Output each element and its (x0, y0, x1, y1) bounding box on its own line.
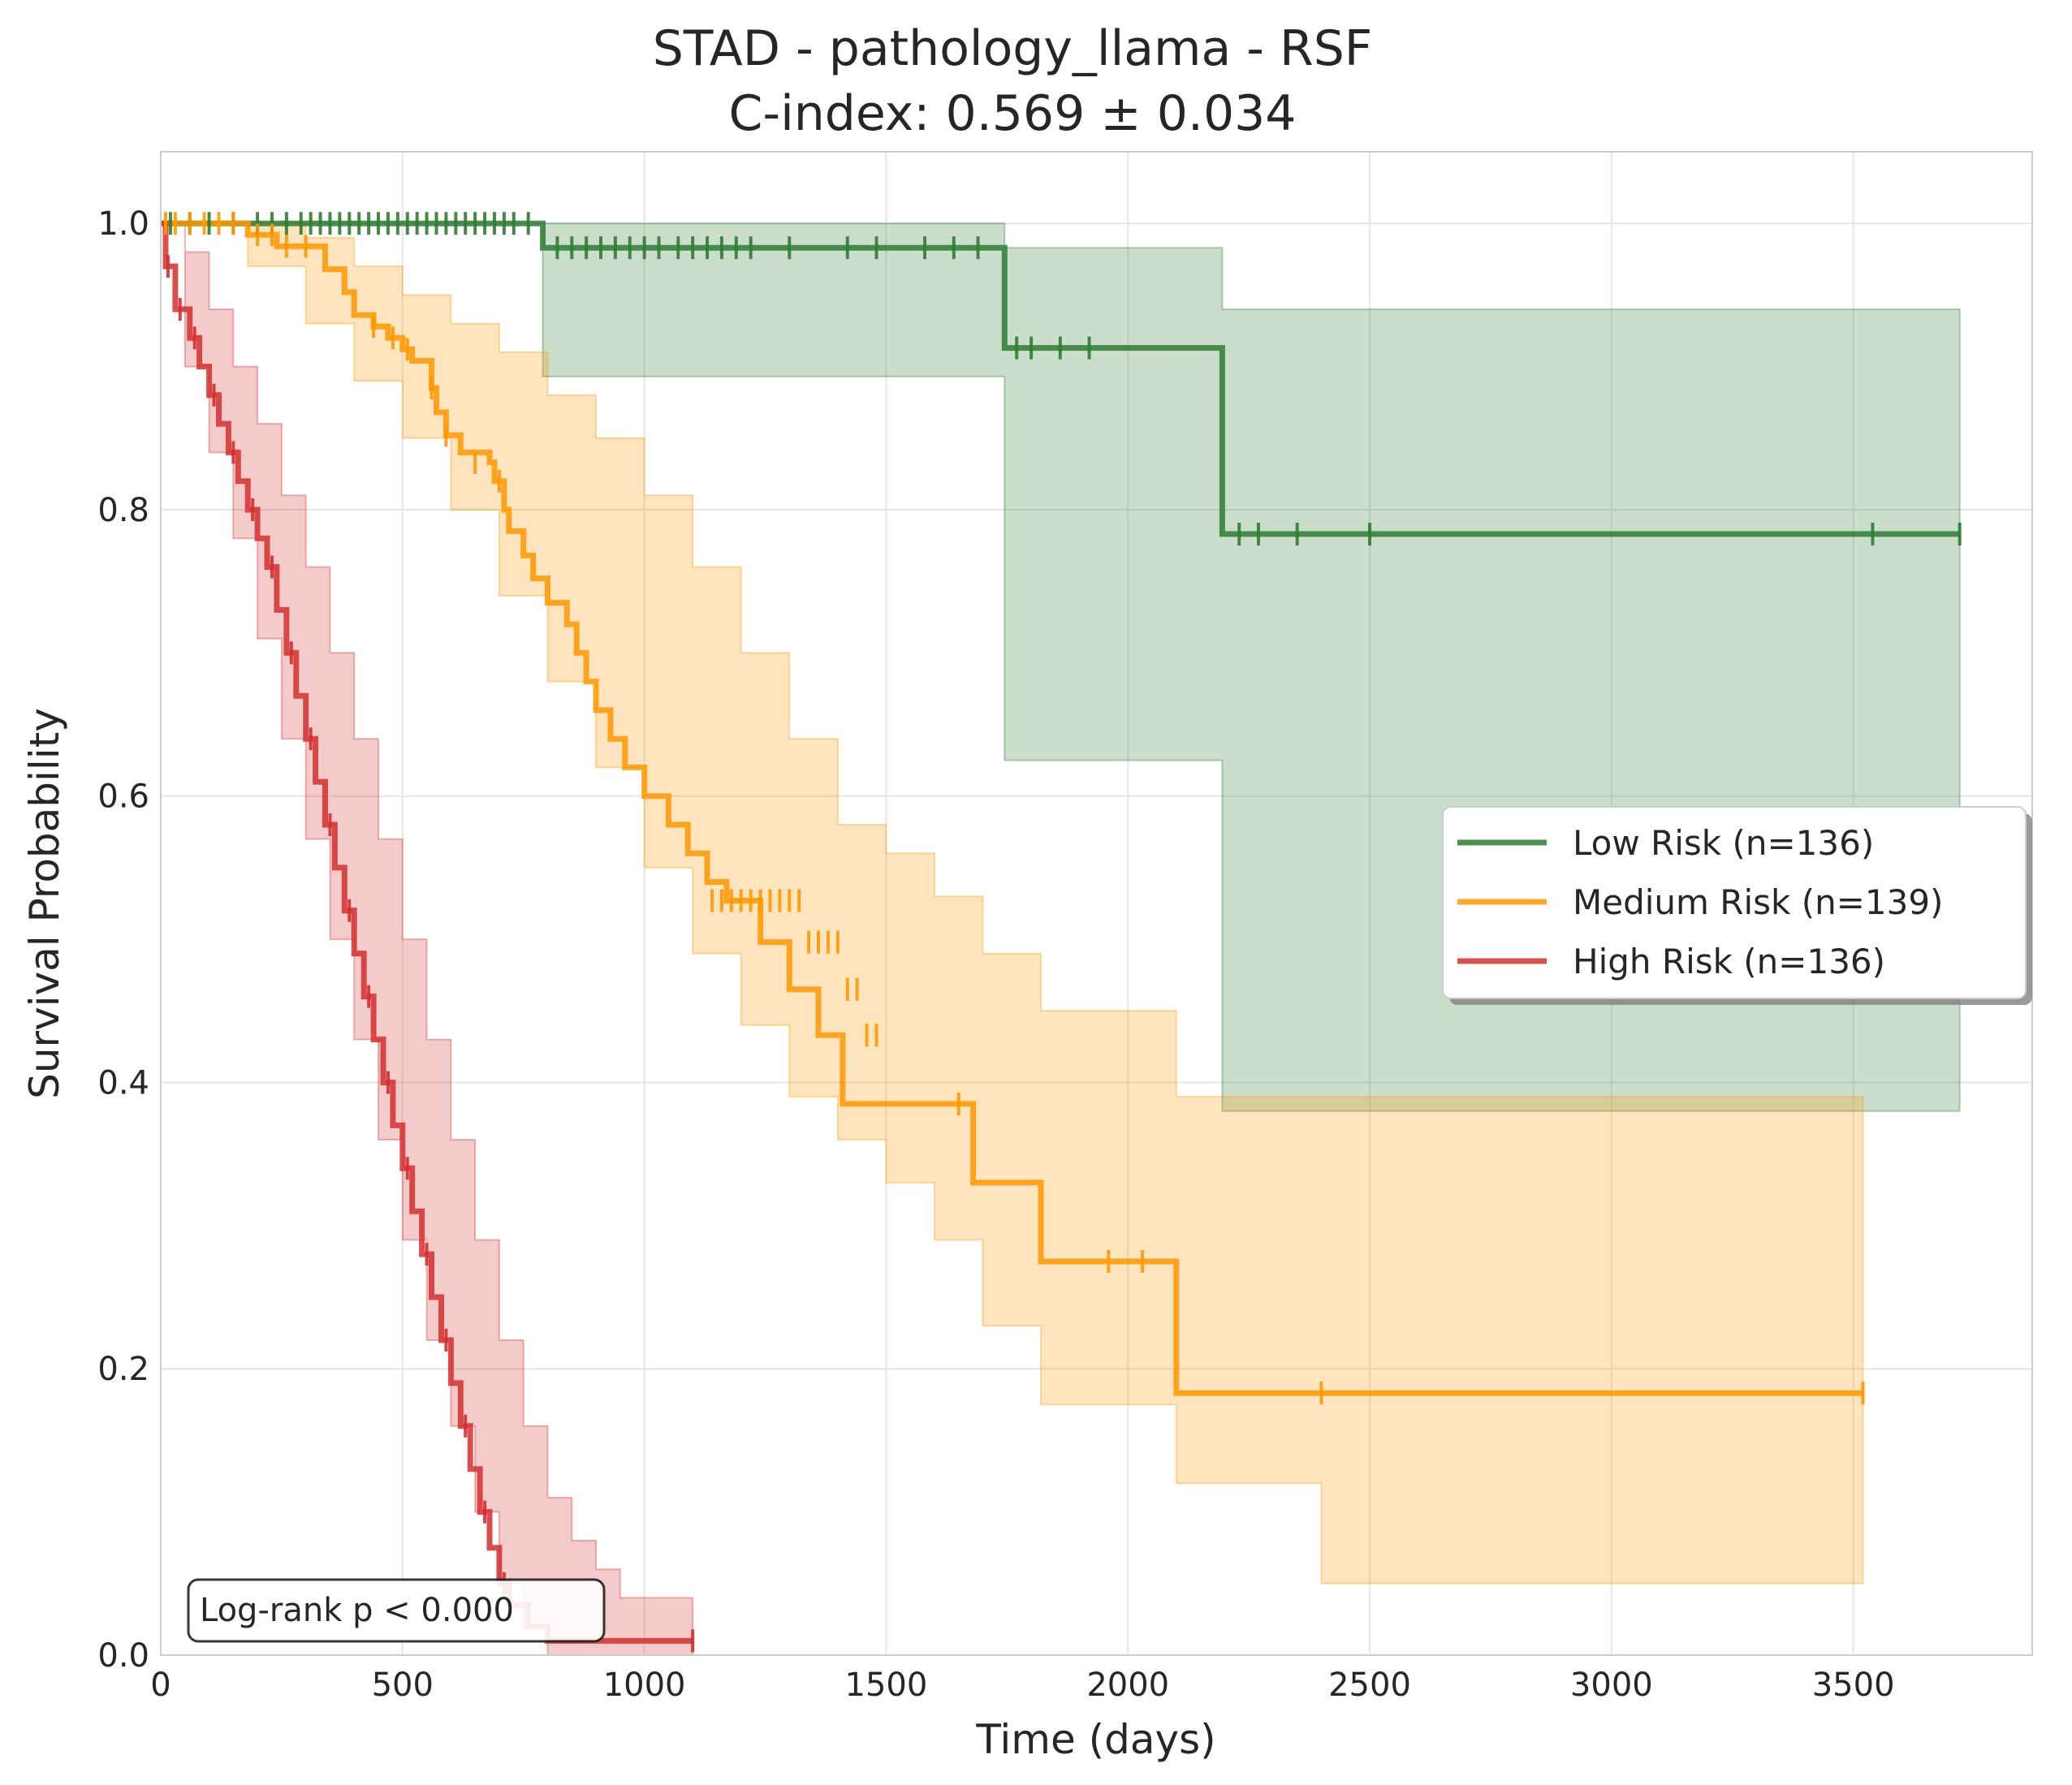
legend-box (1442, 806, 2027, 999)
x-tick-label: 2000 (1086, 1666, 1169, 1704)
low-risk-legend-label: Low Risk (n=136) (1573, 823, 1874, 863)
x-axis-label: Time (days) (975, 1716, 1215, 1763)
chart-title: STAD - pathology_llama - RSF (653, 20, 1373, 77)
high-risk-legend-label: High Risk (n=136) (1573, 942, 1885, 981)
y-tick-label: 0.2 (97, 1351, 149, 1388)
censor-marks (163, 212, 1962, 1653)
y-axis-ticks: 0.0 0.2 0.4 0.6 0.8 1.0 (97, 205, 149, 1675)
y-tick-label: 0.8 (97, 492, 149, 529)
high-risk-confidence-band (161, 222, 694, 1656)
y-tick-label: 1.0 (97, 205, 149, 243)
low-risk-curve (161, 220, 1960, 537)
logrank-annotation: Log-rank p < 0.000 (187, 1578, 606, 1643)
x-tick-label: 0 (150, 1666, 171, 1704)
x-tick-label: 500 (372, 1666, 434, 1704)
x-tick-label: 1000 (603, 1666, 686, 1704)
medium-risk-curve (161, 220, 1863, 1396)
chart-subtitle: C-index: 0.569 ± 0.034 (729, 85, 1297, 142)
x-tick-label: 2500 (1328, 1666, 1411, 1704)
y-tick-label: 0.6 (97, 778, 149, 816)
medium-risk-confidence-band (161, 222, 1864, 1585)
x-tick-label: 3000 (1570, 1666, 1653, 1704)
x-tick-label: 3500 (1812, 1666, 1895, 1704)
y-tick-label: 0.0 (97, 1637, 149, 1675)
medium-risk-legend-label: Medium Risk (n=139) (1573, 882, 1943, 922)
x-tick-label: 1500 (845, 1666, 928, 1704)
y-tick-label: 0.4 (97, 1064, 149, 1102)
legend: Low Risk (n=136) Medium Risk (n=139) High … (1442, 806, 2032, 1005)
y-axis-label: Survival Probability (21, 708, 68, 1099)
annotation-text: Log-rank p < 0.000 (200, 1592, 514, 1629)
legend-entries: Low Risk (n=136) Medium Risk (n=139) High … (1457, 823, 1943, 981)
x-axis-ticks: 0 500 1000 1500 2000 2500 3000 3500 (150, 1666, 1894, 1704)
annotation-box (187, 1578, 606, 1643)
